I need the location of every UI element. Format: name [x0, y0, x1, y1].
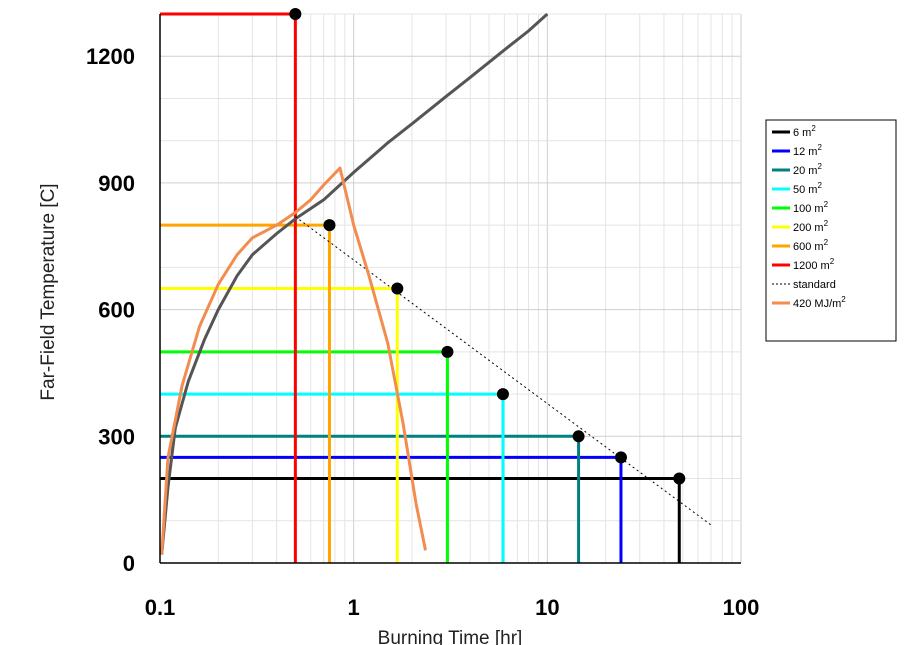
y-tick-label: 600 [98, 298, 135, 323]
tick-label-layer: 0.1 1 10 100 0 300 600 900 1200 [86, 44, 759, 620]
legend-label: 12 m2 [793, 143, 822, 158]
legend-label: 600 m2 [793, 238, 829, 253]
legend-label: 50 m2 [793, 181, 822, 196]
series-endpoint-marker [572, 430, 585, 443]
standard-curve [160, 12, 549, 555]
legend-label-superscript: 2 [824, 200, 829, 209]
legend-label-superscript: 2 [824, 238, 829, 247]
dotted-trend-line [295, 216, 712, 526]
y-tick-label: 900 [98, 171, 135, 196]
legend-label-superscript: 2 [817, 181, 822, 190]
series-endpoint-marker [289, 8, 302, 20]
legend-label-superscript: 2 [841, 295, 846, 304]
x-tick-label: 1 [348, 595, 360, 620]
series-endpoint-marker [614, 451, 627, 464]
legend-label-superscript: 2 [817, 143, 822, 152]
legend-items: 6 m2 12 m2 20 m2 50 m2 100 m2 200 m2 600 m2 120… [772, 124, 846, 310]
legend-label: 6 m2 [793, 124, 816, 139]
x-tick-label: 0.1 [145, 595, 176, 620]
legend-label: 200 m2 [793, 219, 829, 234]
legend-label: 1200 m2 [793, 257, 835, 272]
series-endpoint-marker [323, 219, 336, 232]
legend-label-superscript: 2 [811, 124, 816, 133]
axis-layer [159, 14, 741, 564]
curve-layer [160, 12, 712, 555]
legend-label: standard [793, 279, 836, 291]
series-endpoint-marker [391, 282, 404, 295]
legend-label: 100 m2 [793, 200, 829, 215]
series-endpoint-marker [673, 472, 686, 485]
y-tick-label: 1200 [86, 44, 135, 69]
marker-layer [289, 8, 686, 485]
y-axis-title: Far-Field Temperature [C] [38, 183, 59, 400]
series-endpoint-marker [496, 388, 509, 401]
legend-label: 420 MJ/m2 [793, 295, 846, 310]
legend-label-superscript: 2 [817, 162, 822, 171]
x-axis-title: Burning Time [hr] [378, 628, 523, 645]
series-endpoint-marker [441, 345, 454, 358]
fire-curve [160, 166, 427, 555]
y-tick-label: 0 [123, 551, 135, 576]
x-tick-label: 100 [723, 595, 760, 620]
legend: 6 m2 12 m2 20 m2 50 m2 100 m2 200 m2 600 m2 120… [765, 119, 897, 342]
x-tick-label: 10 [535, 595, 559, 620]
legend-label-superscript: 2 [824, 219, 829, 228]
y-tick-label: 300 [98, 424, 135, 449]
legend-label: 20 m2 [793, 162, 822, 177]
legend-label-superscript: 2 [830, 257, 835, 266]
